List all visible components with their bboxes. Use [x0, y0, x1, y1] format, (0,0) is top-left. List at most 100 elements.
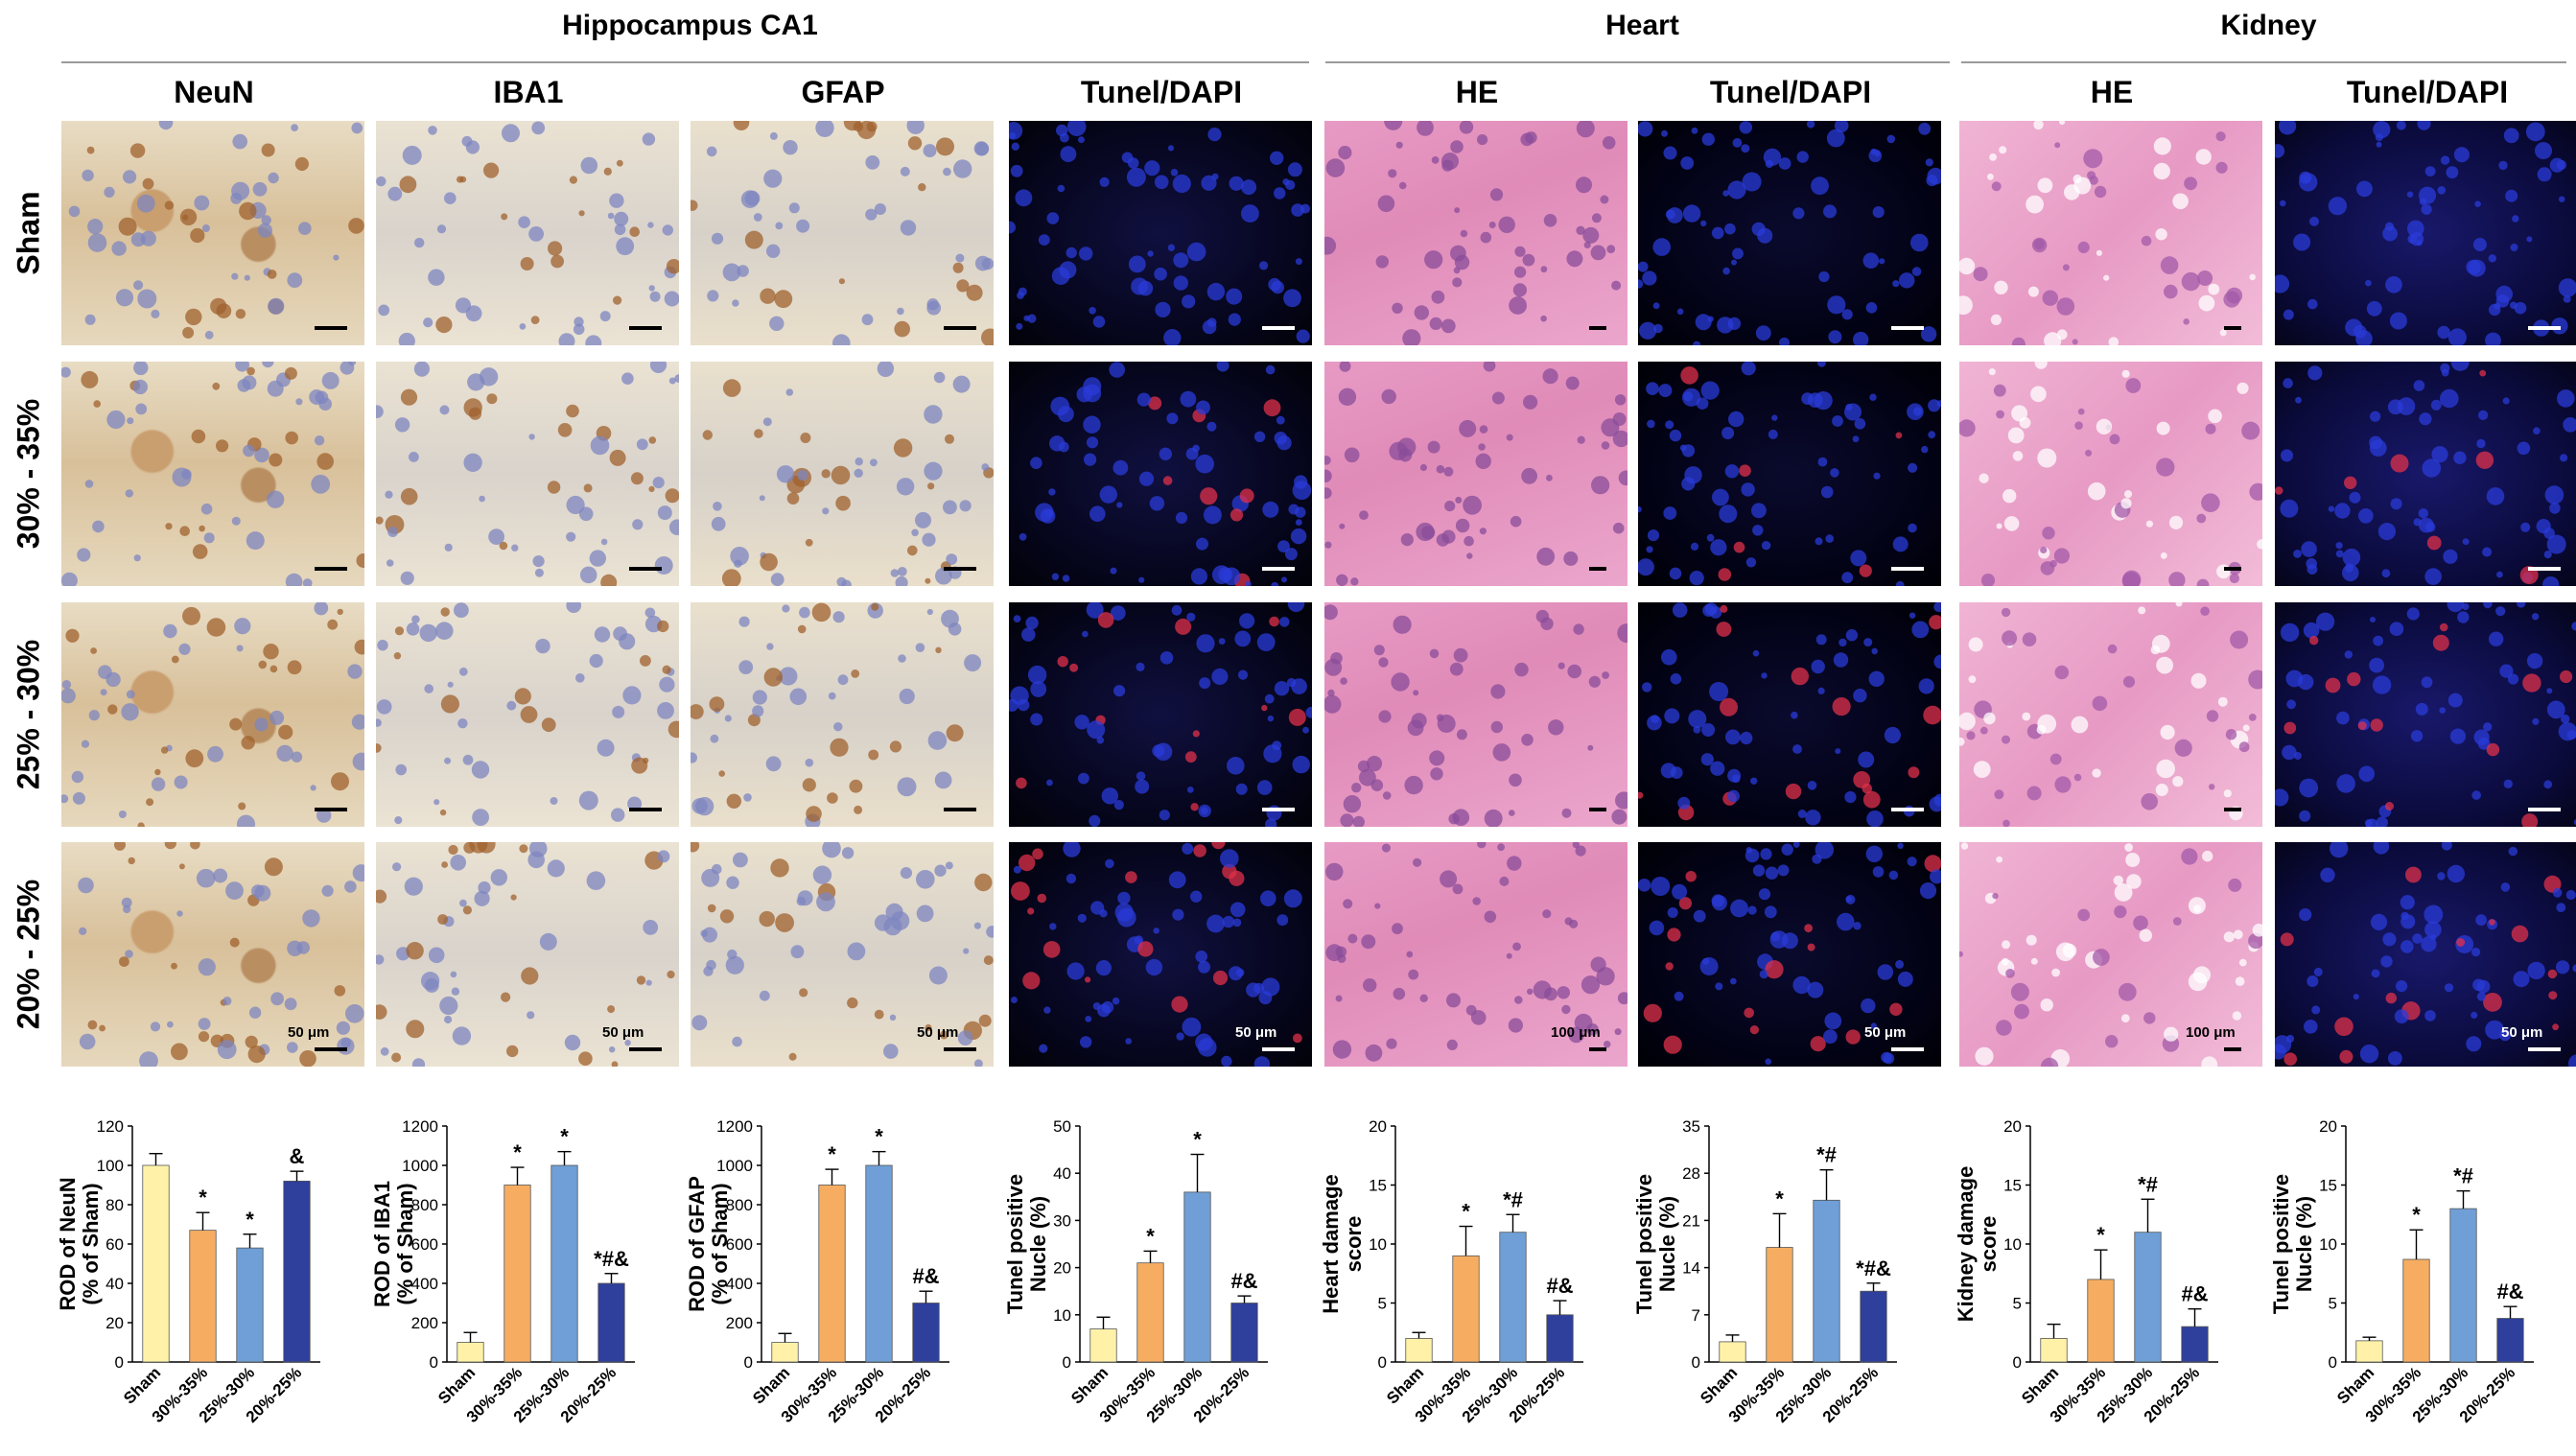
scale-bar-label: 100 μm — [2186, 1024, 2236, 1041]
x-tick-label: Sham — [1383, 1363, 1427, 1407]
significance-label: #& — [912, 1264, 939, 1288]
micrograph-texture — [1325, 842, 1628, 1062]
y-axis-label-line: Nucle (%) — [1026, 1196, 1050, 1292]
micrograph-image — [1324, 121, 1628, 345]
micrograph-image — [691, 121, 994, 345]
bar — [771, 1342, 799, 1363]
y-tick-label: 200 — [411, 1314, 438, 1332]
group-rule — [1325, 61, 1950, 63]
y-axis-label: Tunel positiveNucle (%) — [1632, 1174, 1679, 1314]
scale-bar — [1262, 1047, 1295, 1051]
bar-chart: ROD of IBA1(% of Sham) 0 200 400 600 800 1000 1… — [370, 1117, 635, 1426]
group-title: Hippocampus CA1 — [562, 10, 818, 41]
bar-chart: Heart damagescore05101520Sham*30%-35%*#2… — [1319, 1117, 1583, 1426]
bar-chart: Tunel positiveNucle (%)01020304050Sham*3… — [1003, 1117, 1268, 1426]
y-tick-label: 40 — [105, 1275, 124, 1293]
y-axis-label-line: (% of Sham) — [708, 1183, 732, 1304]
scale-bar — [2528, 1047, 2561, 1051]
y-axis-label-line: (% of Sham) — [79, 1183, 103, 1304]
bar — [1452, 1255, 1480, 1363]
micrograph-texture — [376, 842, 675, 1067]
y-axis-label-line: score — [1342, 1216, 1366, 1273]
micrograph-image: 50 μm — [1009, 842, 1312, 1067]
micrograph-image — [1009, 121, 1312, 345]
column-label: IBA1 — [493, 75, 564, 109]
group-title: Heart — [1605, 10, 1679, 41]
row-label-text: 25% - 30% — [11, 639, 46, 790]
significance-label: * — [1462, 1200, 1470, 1224]
y-tick-label: 800 — [726, 1196, 753, 1214]
significance-label: *# — [2138, 1172, 2158, 1196]
micrograph-image — [376, 362, 679, 586]
micrograph-texture — [2275, 602, 2576, 827]
scale-bar — [1262, 567, 1295, 571]
micrograph-image — [1324, 362, 1628, 586]
column-label: HE — [1455, 75, 1499, 109]
significance-label: #& — [2496, 1280, 2523, 1303]
scale-bar — [1589, 808, 1606, 811]
y-tick-label: 1000 — [402, 1157, 438, 1175]
micrograph-texture — [702, 362, 994, 586]
micrograph-texture — [376, 602, 679, 826]
y-axis-label-line: score — [1977, 1216, 2001, 1273]
y-tick-label: 20 — [1369, 1117, 1387, 1136]
micrograph-texture — [1324, 362, 1628, 586]
scale-bar-label: 50 μm — [1864, 1024, 1907, 1041]
y-axis-label: Tunel positiveNucle (%) — [1003, 1174, 1050, 1314]
micrograph-image — [376, 602, 679, 827]
scale-bar — [1262, 808, 1295, 811]
micrograph-texture — [1324, 604, 1628, 827]
micrograph-image — [61, 602, 364, 827]
y-tick-label: 60 — [105, 1235, 124, 1254]
scale-bar-label: 50 μm — [602, 1024, 644, 1041]
micrograph-texture — [1010, 842, 1302, 1067]
y-tick-label: 20 — [2319, 1117, 2337, 1136]
y-tick-label: 0 — [1063, 1353, 1071, 1372]
micrograph-image: 50 μm — [61, 842, 364, 1067]
y-tick-label: 5 — [2329, 1295, 2337, 1313]
significance-label: *# — [1816, 1143, 1837, 1167]
bar-chart: ROD of GFAP(% of Sham) 0 200 400 600 800 1000 1… — [685, 1117, 949, 1426]
group-title: Kidney — [2220, 10, 2317, 41]
scale-bar-label: 50 μm — [2501, 1024, 2543, 1041]
micrograph-texture — [1638, 362, 1941, 586]
scale-bar — [315, 326, 347, 330]
y-tick-label: 7 — [1692, 1306, 1700, 1325]
significance-label: * — [246, 1208, 254, 1232]
micrograph-texture — [1959, 362, 2262, 586]
bar — [1136, 1262, 1164, 1363]
micrograph-texture — [691, 121, 994, 345]
bar — [912, 1303, 940, 1363]
scale-bar — [2528, 567, 2561, 571]
y-tick-label: 120 — [97, 1117, 124, 1136]
y-tick-label: 100 — [97, 1157, 124, 1175]
bar-chart: Tunel positiveNucle (%)05101520Sham*30%-… — [2269, 1117, 2534, 1426]
micrograph-texture — [1959, 842, 2262, 1067]
scale-bar — [2224, 1047, 2241, 1051]
significance-label: #& — [1230, 1269, 1257, 1293]
y-axis-label-line: Nucle (%) — [1655, 1196, 1679, 1292]
bar — [865, 1164, 893, 1363]
micrograph-image — [1959, 362, 2262, 586]
y-tick-label: 0 — [115, 1353, 124, 1372]
y-axis-label-line: Kidney damage — [1954, 1166, 1978, 1323]
micrograph-image: 50 μm — [2275, 842, 2576, 1067]
micrograph-image — [1638, 362, 1941, 586]
bar — [1860, 1290, 1887, 1363]
y-tick-label: 10 — [2319, 1235, 2337, 1254]
y-tick-label: 600 — [411, 1235, 438, 1254]
y-tick-label: 20 — [105, 1314, 124, 1332]
significance-label: #& — [1546, 1274, 1573, 1298]
y-axis-label-line: ROD of IBA1 — [370, 1181, 394, 1307]
group-rule — [61, 61, 1309, 63]
micrograph-image — [1638, 121, 1941, 345]
bar — [1766, 1247, 1793, 1363]
y-tick-label: 1200 — [716, 1117, 753, 1136]
bar — [283, 1181, 311, 1363]
bar — [2496, 1318, 2524, 1363]
y-tick-label: 40 — [1053, 1164, 1071, 1183]
significance-label: *# — [1503, 1187, 1523, 1211]
scale-bar — [1891, 808, 1924, 811]
micrograph-texture — [78, 842, 364, 1067]
significance-label: * — [560, 1125, 569, 1149]
